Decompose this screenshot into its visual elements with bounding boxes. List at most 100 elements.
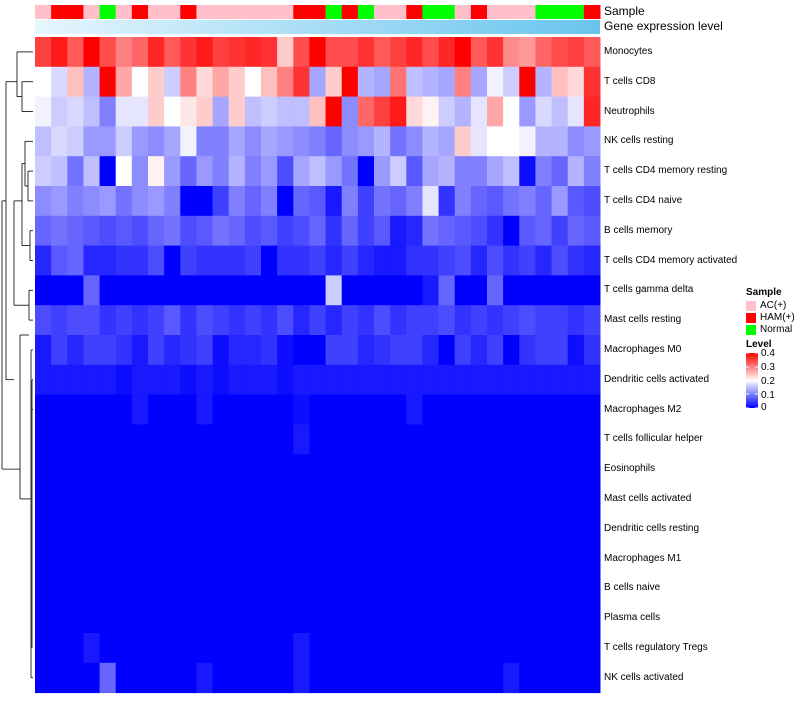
heatmap-cell <box>390 305 407 336</box>
heatmap-cell <box>244 484 262 515</box>
heatmap-cell <box>148 37 165 68</box>
heatmap-cell <box>67 37 84 68</box>
heatmap-cell <box>519 37 536 68</box>
row-label: T cells gamma delta <box>604 284 694 296</box>
heatmap-cell <box>341 126 359 157</box>
heatmap-cell <box>212 603 230 634</box>
heatmap-cell <box>244 573 262 604</box>
heatmap-cell <box>244 603 262 634</box>
heatmap-cell <box>438 633 456 664</box>
row-label: T cells follicular helper <box>604 433 703 445</box>
heatmap-cell <box>212 245 230 276</box>
heatmap-cell <box>503 543 520 574</box>
heatmap-cell <box>438 394 456 425</box>
heatmap-cell <box>244 662 262 694</box>
heatmap-cell <box>470 454 488 485</box>
sample-annotation-cell <box>551 5 569 19</box>
heatmap-cell <box>212 662 230 694</box>
heatmap-cell <box>196 633 214 664</box>
heatmap-cell <box>35 126 52 157</box>
heatmap-cell <box>51 37 68 68</box>
heatmap-cell <box>309 573 327 604</box>
heatmap-cell <box>583 633 601 664</box>
sample-annotation-cell <box>196 5 214 19</box>
heatmap-cell <box>51 335 68 366</box>
heatmap-cell <box>164 543 181 574</box>
heatmap-cell <box>51 215 68 247</box>
row-label: Dendritic cells resting <box>604 522 700 534</box>
sample-annotation-cell <box>35 5 52 19</box>
heatmap-cell <box>35 156 52 187</box>
heatmap-cell <box>83 305 101 336</box>
heatmap-cell <box>374 305 391 336</box>
heatmap-cell <box>244 245 262 276</box>
heatmap-cell <box>535 215 553 247</box>
heatmap-cell <box>454 662 472 694</box>
heatmap-cell <box>470 215 488 247</box>
heatmap-cell <box>277 364 294 396</box>
heatmap-cell <box>470 335 488 366</box>
heatmap-cell <box>293 513 310 545</box>
heatmap-cell <box>244 126 262 157</box>
heatmap-cell <box>487 215 504 247</box>
legend-swatch-ac <box>746 301 756 311</box>
heatmap-cell <box>277 96 294 127</box>
heatmap-cell <box>374 513 391 545</box>
heatmap-cell <box>164 603 181 634</box>
heatmap-cell <box>261 215 278 247</box>
heatmap-cell <box>148 394 165 425</box>
heatmap-cell <box>583 186 601 217</box>
heatmap-cell <box>35 245 52 276</box>
heatmap-cell <box>131 186 149 217</box>
heatmap-cell <box>99 394 117 425</box>
heatmap-cell <box>422 573 440 604</box>
heatmap-cell <box>422 662 440 694</box>
heatmap-cell <box>406 335 423 366</box>
heatmap-cell <box>487 603 504 634</box>
heatmap-cell <box>99 454 117 485</box>
heatmap-cell <box>148 66 165 98</box>
heatmap-cell <box>261 573 278 604</box>
heatmap-cell <box>228 424 246 455</box>
heatmap-cell <box>196 156 214 187</box>
heatmap-cell <box>519 424 536 455</box>
heatmap-cell <box>244 424 262 455</box>
heatmap-cell <box>374 454 391 485</box>
heatmap-cell <box>309 394 327 425</box>
heatmap-cell <box>51 275 68 306</box>
heatmap-cell <box>519 215 536 247</box>
row-label: Mast cells activated <box>604 492 692 504</box>
heatmap-cell <box>51 66 68 98</box>
heatmap-cell <box>51 424 68 455</box>
heatmap-cell <box>309 424 327 455</box>
heatmap-cell <box>115 215 133 247</box>
row-label: Macrophages M0 <box>604 343 682 355</box>
heatmap-cell <box>67 484 84 515</box>
heatmap-cell <box>164 96 181 127</box>
heatmap-cell <box>503 66 520 98</box>
heatmap-cell <box>390 215 407 247</box>
heatmap-cell <box>519 66 536 98</box>
heatmap-cell <box>67 633 84 664</box>
heatmap-cell <box>535 275 553 306</box>
heatmap-cell <box>277 484 294 515</box>
heatmap-cell <box>551 633 569 664</box>
heatmap-cell <box>406 37 423 68</box>
heatmap-cell <box>374 215 391 247</box>
heatmap-cell <box>115 37 133 68</box>
heatmap-cell <box>438 543 456 574</box>
heatmap-cell <box>454 245 472 276</box>
sample-annotation-cell <box>583 5 601 19</box>
heatmap-cell <box>277 245 294 276</box>
legend-label-normal: Normal <box>760 324 793 335</box>
heatmap-cell <box>51 305 68 336</box>
heatmap-cell <box>519 126 536 157</box>
heatmap-cell <box>390 454 407 485</box>
heatmap-cell <box>148 484 165 515</box>
heatmap-cell <box>551 424 569 455</box>
heatmap-cell <box>487 37 504 68</box>
heatmap-cell <box>438 603 456 634</box>
heatmap-cell <box>277 394 294 425</box>
heatmap-cell <box>180 513 197 545</box>
heatmap-cell <box>99 513 117 545</box>
